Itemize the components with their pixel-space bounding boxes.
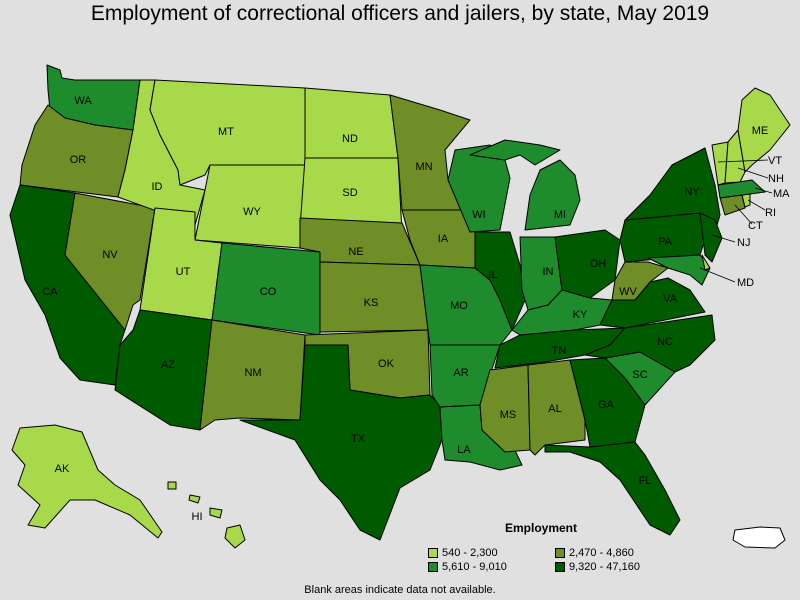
label-mn: MN [415,161,432,173]
label-wy: WY [243,206,261,218]
leader-ma [754,187,773,194]
label-nh: NH [768,173,784,185]
label-oh: OH [590,258,607,270]
label-nd: ND [342,133,358,145]
state-nd[interactable] [304,87,399,159]
label-ny: NY [684,186,700,198]
legend-label: 9,320 - 47,160 [569,561,640,573]
label-sc: SC [632,369,647,381]
label-mo: MO [450,300,468,312]
state-oh[interactable] [554,229,621,299]
map-title: Employment of correctional officers and … [90,2,710,25]
territory-pr[interactable] [732,526,786,549]
label-ok: OK [378,358,395,370]
label-co: CO [260,286,277,298]
state-ma[interactable] [717,179,766,199]
legend-label: 5,610 - 9,010 [442,561,507,573]
leader-nh [737,167,769,179]
label-tx: TX [351,433,366,445]
state-mi[interactable] [469,139,581,231]
legend-swatch [428,548,438,558]
label-in: IN [543,266,554,278]
leader-md [699,267,736,283]
state-labels: WA OR CA NV ID MT WY UT AZ CO NM ND SD N… [42,95,790,523]
label-sd: SD [342,187,357,199]
state-nc[interactable] [584,314,716,373]
leader-vt [717,159,769,163]
label-ma: MA [773,188,790,200]
state-hi[interactable] [224,524,246,549]
label-vt: VT [768,155,782,167]
label-id: ID [152,181,163,193]
label-nj: NJ [737,237,750,249]
label-nc: NC [657,336,673,348]
state-wv[interactable] [611,261,669,301]
leader-ri [747,199,766,211]
label-il: IL [488,269,497,281]
label-nm: NM [244,367,261,379]
state-md[interactable] [647,254,711,286]
legend-item: 540 - 2,300 [428,547,498,559]
label-wi: WI [472,209,485,221]
label-ri: RI [765,207,776,219]
legend-label: 540 - 2,300 [442,547,498,559]
label-ms: MS [500,409,517,421]
legend-swatch [428,562,438,572]
state-nj[interactable] [699,212,723,263]
label-me: ME [752,125,769,137]
label-or: OR [70,154,87,166]
state-hi-group [167,481,246,549]
leader-ct [734,204,753,225]
state-hi-oahu[interactable] [188,494,201,504]
label-ne: NE [348,246,363,258]
legend-title: Employment [505,521,578,535]
label-al: AL [548,403,561,415]
label-ga: GA [598,399,615,411]
label-nv: NV [102,249,118,261]
label-ut: UT [176,266,191,278]
label-ia: IA [438,233,449,245]
label-ks: KS [364,297,379,309]
label-va: VA [663,293,678,305]
state-ak[interactable] [11,424,163,539]
state-hi-kauai[interactable] [167,481,177,490]
label-hi: HI [192,511,203,523]
state-hi-maui[interactable] [209,507,223,519]
label-ky: KY [573,309,588,321]
label-tn: TN [552,345,567,357]
label-la: LA [457,444,471,456]
state-fl[interactable] [544,441,681,536]
label-ak: AK [55,463,70,475]
legend-swatch [555,562,565,572]
label-az: AZ [161,359,175,371]
label-wv: WV [619,286,637,298]
legend-item: 5,610 - 9,010 [428,561,507,573]
footnote: Blank areas indicate data not available. [304,584,496,596]
legend-item: 2,470 - 4,860 [555,547,634,559]
label-ct: CT [748,220,763,232]
legend-label: 2,470 - 4,860 [569,547,634,559]
label-mt: MT [218,126,234,138]
label-ca: CA [42,286,58,298]
label-mi: MI [554,209,566,221]
label-fl: FL [639,475,652,487]
label-wa: WA [74,95,92,107]
label-ar: AR [453,367,468,379]
state-me[interactable] [737,87,791,173]
label-md: MD [737,277,754,289]
label-pa: PA [658,236,673,248]
legend-swatch [555,548,565,558]
legend-item: 9,320 - 47,160 [555,561,640,573]
leader-nj [711,234,736,243]
state-de[interactable] [701,254,711,271]
state-tx[interactable] [239,344,443,541]
